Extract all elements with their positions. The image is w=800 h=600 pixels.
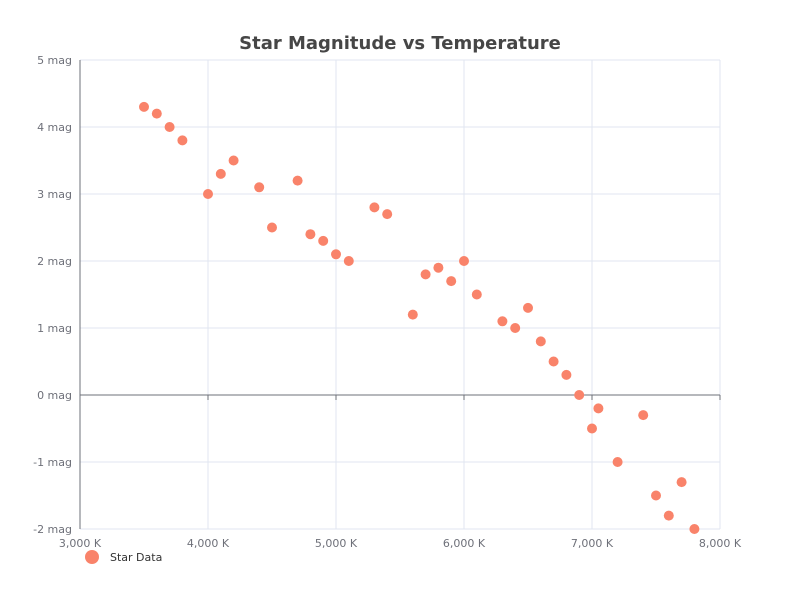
legend[interactable]: Star Data: [85, 550, 162, 564]
data-point[interactable]: [651, 490, 661, 501]
y-tick-label: 4 mag: [37, 121, 72, 134]
data-points: [139, 101, 700, 534]
data-point[interactable]: [420, 269, 431, 280]
data-point[interactable]: [203, 189, 213, 199]
x-tick-label: 5,000 K: [315, 537, 358, 550]
data-point[interactable]: [331, 249, 341, 260]
data-point[interactable]: [535, 336, 546, 347]
data-point[interactable]: [369, 202, 380, 213]
data-point[interactable]: [228, 155, 239, 166]
data-point[interactable]: [177, 135, 188, 146]
legend-label: Star Data: [110, 551, 162, 564]
data-point[interactable]: [663, 510, 674, 521]
y-tick-label: -1 mag: [33, 456, 72, 469]
x-tick-label: 7,000 K: [571, 537, 614, 550]
data-point[interactable]: [139, 101, 149, 112]
data-point[interactable]: [510, 323, 521, 333]
y-tick-label: 0 mag: [37, 389, 72, 402]
data-point[interactable]: [638, 410, 649, 421]
data-point[interactable]: [523, 302, 533, 313]
y-tick-label: -2 mag: [33, 523, 72, 536]
data-point[interactable]: [433, 262, 444, 273]
data-point[interactable]: [574, 390, 585, 400]
data-point[interactable]: [676, 477, 687, 488]
data-point[interactable]: [497, 316, 508, 327]
data-point[interactable]: [446, 276, 457, 287]
x-tick-label: 3,000 K: [59, 537, 102, 550]
data-point[interactable]: [343, 256, 354, 266]
y-tick-label: 5 mag: [37, 54, 72, 67]
y-tick-label: 1 mag: [37, 322, 72, 335]
axes: 5 mag 4 mag 3 mag 2 mag 1 mag 0 mag -1 mag -2 m…: [33, 54, 742, 550]
data-point[interactable]: [471, 289, 482, 300]
data-point[interactable]: [318, 235, 329, 246]
data-point[interactable]: [612, 457, 623, 467]
data-point[interactable]: [459, 256, 469, 266]
data-point[interactable]: [215, 168, 226, 179]
legend-marker-icon: [85, 550, 99, 564]
legend-entry[interactable]: Star Data: [85, 550, 162, 564]
data-point[interactable]: [254, 182, 265, 193]
chart-title: Star Magnitude vs Temperature: [239, 33, 561, 54]
data-point[interactable]: [593, 403, 604, 414]
data-point[interactable]: [587, 423, 597, 434]
x-tick-label: 6,000 K: [443, 537, 486, 550]
data-point[interactable]: [292, 175, 303, 186]
x-tick-label: 8,000 K: [699, 537, 742, 550]
data-point[interactable]: [407, 309, 418, 320]
x-tick-label: 4,000 K: [187, 537, 230, 550]
data-point[interactable]: [267, 222, 277, 233]
grid: [79, 59, 721, 530]
y-tick-label: 3 mag: [37, 188, 72, 201]
data-point[interactable]: [689, 524, 700, 534]
data-point[interactable]: [305, 229, 316, 240]
y-tick-label: 2 mag: [37, 255, 72, 268]
data-point[interactable]: [382, 209, 393, 220]
data-point[interactable]: [561, 369, 572, 380]
data-point[interactable]: [164, 122, 175, 132]
data-point[interactable]: [151, 108, 162, 119]
data-point[interactable]: [548, 356, 559, 367]
